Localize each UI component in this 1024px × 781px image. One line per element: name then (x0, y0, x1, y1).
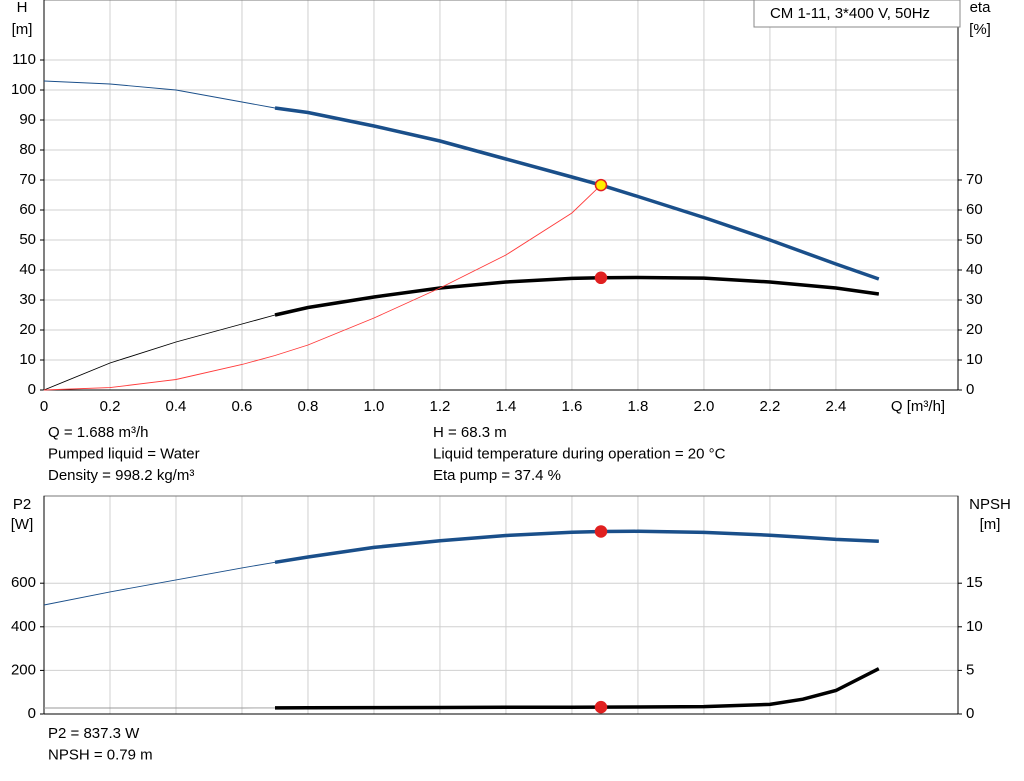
y2-axis-label: [m] (980, 516, 1001, 533)
y-tick-label: 0 (28, 381, 36, 398)
y-axis-label: P2 (13, 496, 31, 513)
y-tick-label: 50 (19, 231, 36, 248)
y-tick-label: 70 (19, 171, 36, 188)
y2-tick-label: 20 (966, 321, 983, 338)
y-tick-label: 600 (11, 574, 36, 591)
annotation: Liquid temperature during operation = 20… (433, 445, 726, 462)
y-tick-label: 400 (11, 618, 36, 635)
y-tick-label: 110 (12, 51, 36, 68)
annotation: Eta pump = 37.4 % (433, 467, 561, 484)
y2-tick-label: 30 (966, 291, 983, 308)
y2-tick-label: 40 (966, 261, 983, 278)
y2-tick-label: 10 (966, 351, 983, 368)
annotation: NPSH = 0.79 m (48, 746, 153, 763)
x-tick-label: 1.4 (496, 398, 517, 415)
y2-tick-label: 0 (966, 381, 974, 398)
y-tick-label: 90 (19, 111, 36, 128)
y2-tick-label: 5 (966, 661, 974, 678)
y2-axis-label: eta (970, 0, 992, 16)
x-tick-label: 1.0 (364, 398, 385, 415)
annotation: H = 68.3 m (433, 424, 507, 441)
y-tick-label: 200 (11, 661, 36, 678)
y-tick-label: 60 (19, 201, 36, 218)
y2-tick-label: 15 (966, 574, 983, 591)
x-tick-label: 1.8 (628, 398, 649, 415)
curve-thin (43, 184, 602, 391)
x-tick-label: 2.0 (693, 398, 714, 415)
y-tick-label: 40 (19, 261, 36, 278)
y-tick-label: 100 (11, 81, 36, 98)
operating-point (594, 525, 608, 538)
y2-tick-label: 70 (966, 171, 983, 188)
y-axis-label: [W] (11, 516, 34, 533)
y-tick-label: 10 (19, 351, 36, 368)
x-tick-label: 2.2 (759, 398, 780, 415)
x-tick-label: 0 (40, 398, 48, 415)
x-tick-label: 1.6 (562, 398, 583, 415)
operating-point (594, 271, 608, 285)
title-box (753, 0, 961, 28)
x-tick-label: 0.4 (166, 398, 187, 415)
x-tick-label: 0.8 (298, 398, 319, 415)
y2-tick-label: 0 (966, 705, 974, 722)
y-tick-label: 20 (19, 321, 36, 338)
y2-tick-label: 50 (966, 231, 983, 248)
y-axis-label: H (17, 0, 28, 16)
x-tick-label: 2.4 (825, 398, 846, 415)
annotation: Pumped liquid = Water (48, 445, 200, 462)
y-tick-label: 30 (19, 291, 36, 308)
y2-axis-label: NPSH (969, 496, 1011, 513)
y-tick-label: 0 (28, 705, 36, 722)
x-tick-label: 0.6 (232, 398, 253, 415)
y-tick-label: 80 (19, 141, 36, 158)
x-tick-label: 1.2 (430, 398, 451, 415)
annotation: Density = 998.2 kg/m³ (48, 467, 194, 484)
x-axis-label: Q [m³/h] (891, 398, 945, 415)
annotation: Q = 1.688 m³/h (48, 424, 148, 441)
y2-tick-label: 10 (966, 618, 983, 635)
y2-tick-label: 60 (966, 201, 983, 218)
chart-title: CM 1-11, 3*400 V, 50Hz (770, 5, 930, 22)
y-axis-label: [m] (12, 21, 33, 38)
y2-axis-label: [%] (969, 21, 991, 38)
x-tick-label: 0.2 (100, 398, 121, 415)
operating-point (594, 178, 608, 192)
annotation: P2 = 837.3 W (48, 725, 140, 742)
operating-point (594, 700, 608, 714)
